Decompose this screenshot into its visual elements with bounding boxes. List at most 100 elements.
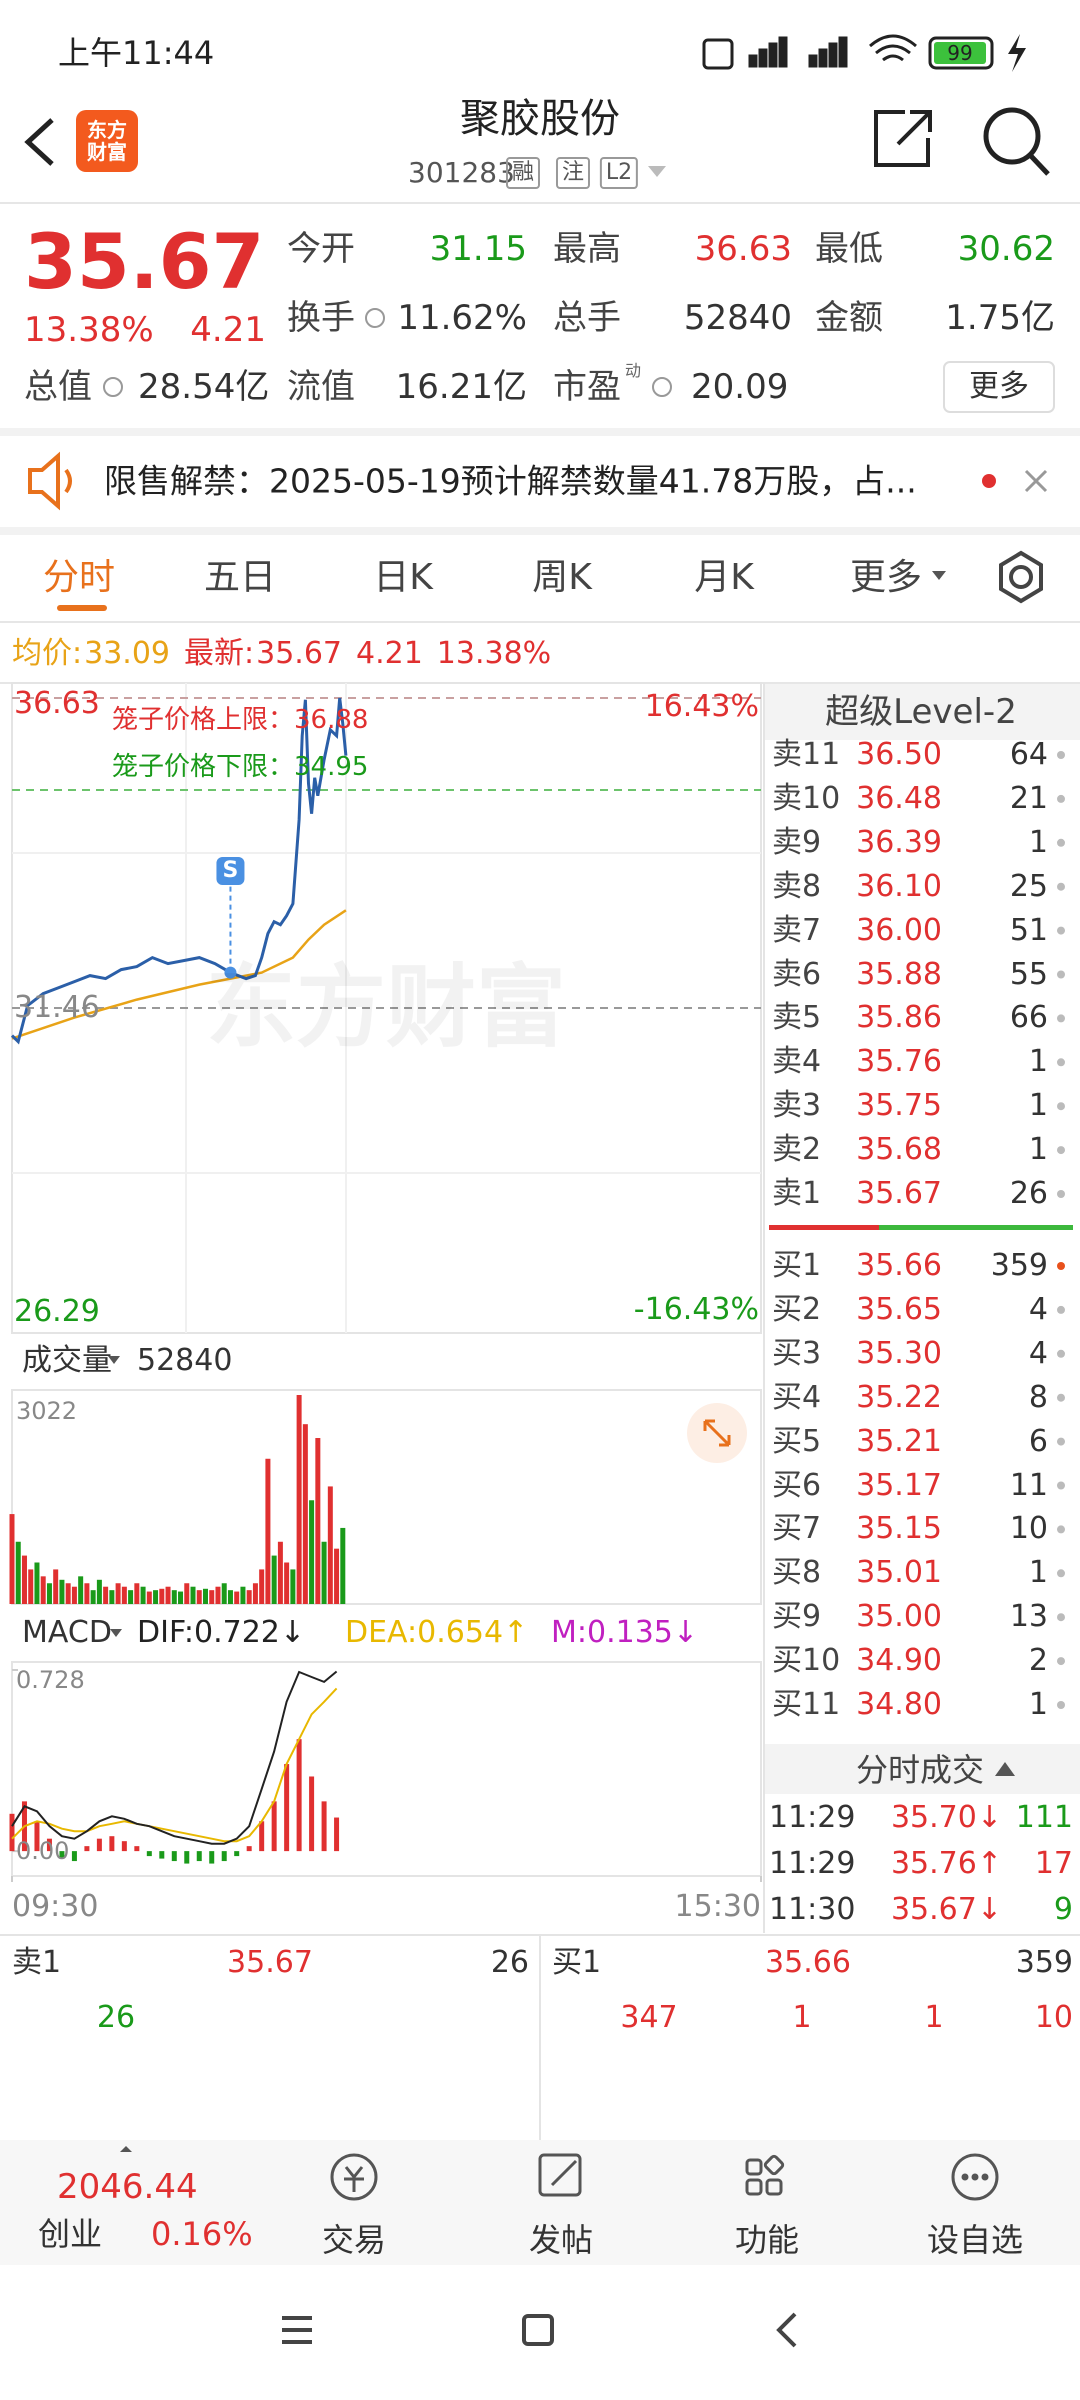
stock-tag: 注 — [555, 157, 591, 189]
volume-bar — [334, 1548, 340, 1604]
macd-bar — [46, 1838, 52, 1852]
macd-bar — [34, 1821, 40, 1852]
order-price: 35.15 — [856, 1511, 942, 1547]
order-volume: 25 — [1009, 868, 1048, 904]
nav-label[interactable]: 发帖 — [528, 2221, 594, 2259]
level1-label: 买1 — [552, 1945, 602, 1980]
nav-label[interactable]: 交易 — [321, 2221, 387, 2259]
tab[interactable]: 分时 — [42, 557, 116, 598]
volume-bar — [153, 1590, 159, 1604]
settings-icon[interactable] — [999, 550, 1043, 604]
order-price: 34.90 — [856, 1643, 942, 1679]
dropdown-icon[interactable] — [108, 1356, 120, 1364]
field-label: 换手 — [287, 298, 355, 338]
volume-bar — [15, 1541, 21, 1604]
trade-price: 35.70↓ — [890, 1800, 1002, 1835]
dropdown-icon[interactable] — [648, 166, 666, 177]
nav-label[interactable]: 功能 — [734, 2221, 800, 2259]
back-icon[interactable] — [24, 118, 54, 166]
macd-frame — [11, 1661, 762, 1877]
macd-bar — [234, 1851, 240, 1857]
macd-m: M:0.135↓ — [551, 1615, 699, 1650]
order-volume: 13 — [1009, 1599, 1048, 1635]
volume-bar — [202, 1588, 208, 1604]
level1-detail: 10 — [1034, 2000, 1073, 2035]
trade-time: 11:29 — [769, 1800, 856, 1835]
info-icon — [365, 308, 385, 328]
volume-bar — [296, 1395, 302, 1604]
order-price: 35.22 — [856, 1379, 942, 1415]
level1-volume: 359 — [1015, 1945, 1073, 1980]
volume-bar — [215, 1586, 221, 1604]
share-icon[interactable] — [874, 110, 932, 167]
order-volume: 10 — [1009, 1511, 1048, 1547]
change-pct: 13.38% — [24, 310, 154, 350]
macd-bar — [84, 1846, 90, 1852]
order-dot — [1057, 1102, 1065, 1111]
volume-bar — [128, 1590, 134, 1604]
close-icon[interactable] — [1024, 469, 1048, 493]
order-dot — [1057, 882, 1065, 891]
order-price: 35.01 — [856, 1555, 942, 1591]
stock-code: 301283 — [408, 156, 515, 189]
y-tick-label: 0.728 — [16, 1666, 85, 1694]
x-tick-label: 09:30 — [12, 1889, 99, 1924]
volume-bar — [21, 1555, 27, 1604]
divider — [0, 527, 1080, 535]
volume-bar — [209, 1590, 215, 1604]
tab[interactable]: 更多 — [849, 557, 923, 598]
order-price: 35.00 — [856, 1599, 942, 1635]
volume-bar — [196, 1590, 202, 1604]
more-button-label[interactable]: 更多 — [969, 369, 1029, 404]
pct-label: 16.43% — [644, 689, 759, 724]
nav-label[interactable]: 设自选 — [926, 2221, 1024, 2259]
order-price: 36.00 — [856, 912, 942, 948]
index-value[interactable]: 2046.44 — [57, 2167, 198, 2207]
volume-bar — [78, 1576, 84, 1604]
volume-label[interactable]: 成交量 — [22, 1343, 112, 1378]
dropdown-icon[interactable] — [110, 1629, 122, 1637]
level1-detail: 347 — [620, 2000, 678, 2035]
order-price: 35.17 — [856, 1467, 942, 1503]
order-label: 卖2 — [772, 1132, 822, 1168]
dropdown-icon[interactable] — [932, 571, 946, 580]
summary-avg-label: 均价: — [12, 636, 83, 671]
tab[interactable]: 日K — [373, 557, 433, 598]
order-volume: 64 — [1009, 737, 1048, 772]
order-dot — [1057, 751, 1065, 759]
order-label: 卖9 — [772, 824, 822, 860]
volume-bar — [290, 1569, 296, 1604]
last-price: 35.67 — [24, 217, 265, 306]
volume-bar — [302, 1424, 308, 1604]
search-icon[interactable] — [983, 107, 1050, 176]
watermark: 东方财富 — [206, 955, 566, 1060]
order-label: 卖1 — [772, 1176, 822, 1211]
macd-bar — [209, 1851, 215, 1864]
order-label: 买6 — [772, 1467, 822, 1503]
more-button[interactable] — [943, 361, 1055, 413]
volume-bar — [284, 1562, 290, 1604]
index-name: 创业 — [38, 2215, 103, 2253]
order-price: 36.50 — [856, 737, 942, 772]
expand-icon[interactable] — [120, 2146, 132, 2152]
order-volume: 1 — [1028, 824, 1048, 860]
volume-bar — [227, 1590, 233, 1604]
tab[interactable]: 周K — [532, 557, 592, 598]
system-nav[interactable] — [282, 2312, 797, 2348]
tab[interactable]: 五日 — [203, 557, 277, 598]
macd-bar — [196, 1851, 202, 1862]
order-label: 卖4 — [772, 1044, 822, 1080]
field-value: 28.54亿 — [138, 367, 270, 407]
order-price: 36.10 — [856, 868, 942, 904]
field-label: 市盈 — [553, 367, 621, 407]
macd-bar — [309, 1776, 315, 1852]
macd-label[interactable]: MACD — [22, 1615, 112, 1650]
collapse-icon[interactable] — [995, 1762, 1015, 1776]
divider — [0, 428, 1080, 436]
tab[interactable]: 月K — [694, 557, 754, 598]
order-dot — [1057, 1146, 1065, 1155]
order-price: 35.68 — [856, 1132, 942, 1168]
marker-badge — [216, 857, 245, 885]
order-price: 35.67 — [856, 1176, 942, 1211]
